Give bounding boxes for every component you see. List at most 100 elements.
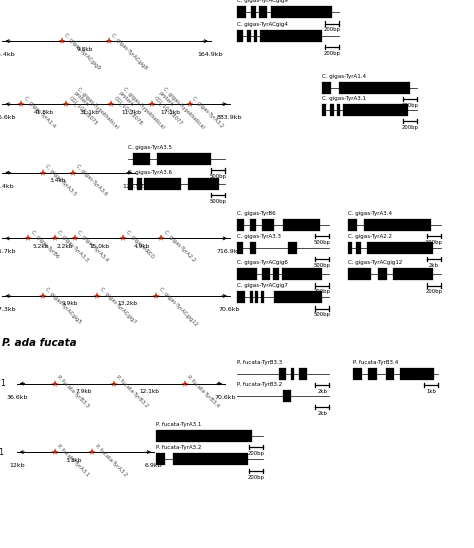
- Text: C. gigas-TyrA1.4: C. gigas-TyrA1.4: [23, 95, 56, 129]
- Bar: [156, 430, 252, 442]
- Text: 2kb: 2kb: [318, 389, 327, 394]
- Bar: [237, 30, 243, 42]
- Text: 500bp: 500bp: [314, 312, 331, 317]
- Bar: [364, 219, 431, 231]
- Text: 883.9kb: 883.9kb: [217, 115, 242, 120]
- Text: 11.7kb: 11.7kb: [122, 110, 142, 115]
- Text: C. gigas-TyrACgig6: C. gigas-TyrACgig6: [237, 260, 288, 265]
- Text: P. ada fucata: P. ada fucata: [2, 338, 77, 348]
- Text: C. gigas-TyrA3.6: C. gigas-TyrA3.6: [128, 170, 172, 175]
- Text: 7.9kb: 7.9kb: [76, 389, 92, 394]
- Bar: [343, 104, 408, 116]
- Text: 2.2kb: 2.2kb: [56, 244, 73, 249]
- Bar: [367, 242, 433, 254]
- Text: 197.3kb: 197.3kb: [0, 307, 16, 312]
- Text: C. gigas-hypothetical
protein
CGI_10028078: C. gigas-hypothetical protein CGI_100280…: [113, 87, 164, 138]
- Bar: [145, 178, 182, 190]
- Bar: [271, 6, 332, 18]
- Text: 500bp: 500bp: [210, 174, 227, 179]
- Text: P. fucata-TyrB3.2: P. fucata-TyrB3.2: [115, 375, 149, 409]
- Bar: [251, 6, 256, 18]
- Text: C. gigas-TyrA3.4: C. gigas-TyrA3.4: [348, 211, 392, 216]
- Text: C. gigas-ARCO: C. gigas-ARCO: [125, 230, 155, 259]
- Text: P. fucata-TyrA3.2: P. fucata-TyrA3.2: [156, 446, 202, 450]
- Bar: [322, 104, 326, 116]
- Text: C. gigas-TyrA3.5: C. gigas-TyrA3.5: [128, 145, 172, 150]
- Bar: [137, 178, 142, 190]
- Bar: [250, 291, 253, 303]
- Text: 6.9kb: 6.9kb: [145, 463, 163, 468]
- Bar: [188, 178, 219, 190]
- Text: 3.3kb: 3.3kb: [65, 458, 82, 463]
- Bar: [339, 82, 410, 94]
- Bar: [393, 268, 432, 280]
- Text: P. fucata-TyrB3.2: P. fucata-TyrB3.2: [237, 382, 282, 387]
- Text: C. gigas-TyrA3.3: C. gigas-TyrA3.3: [237, 234, 281, 239]
- Text: P. fucata-TyrB3.4: P. fucata-TyrB3.4: [353, 360, 398, 365]
- Text: 495.4kb: 495.4kb: [0, 52, 16, 57]
- Text: C. gigas-TyrACgig4: C. gigas-TyrACgig4: [237, 22, 288, 27]
- Text: C. gigas-TyrA3.1: C. gigas-TyrA3.1: [322, 96, 366, 101]
- Text: C. gigas-TyrACgig7: C. gigas-TyrACgig7: [99, 287, 137, 325]
- Bar: [283, 268, 322, 280]
- Text: P. fucata-TyrB3.3: P. fucata-TyrB3.3: [237, 360, 282, 365]
- Bar: [261, 291, 264, 303]
- Text: 13.2kb: 13.2kb: [117, 301, 137, 306]
- Text: C. gigas-TyrACgig7: C. gigas-TyrACgig7: [237, 283, 288, 288]
- Bar: [128, 178, 133, 190]
- Bar: [262, 219, 274, 231]
- Bar: [385, 368, 394, 380]
- Text: 70.6kb: 70.6kb: [214, 395, 236, 399]
- Text: C. gigas-hypothetical
protein
CGI_10028075: C. gigas-hypothetical protein CGI_100280…: [68, 87, 119, 138]
- Bar: [279, 368, 286, 380]
- Text: 9.9kb: 9.9kb: [62, 301, 78, 306]
- Text: C. gigas-TyrACgig5: C. gigas-TyrACgig5: [44, 287, 82, 325]
- Text: 7.1: 7.1: [0, 448, 5, 456]
- Text: C. gigas-TyrA3.3: C. gigas-TyrA3.3: [56, 230, 89, 262]
- Bar: [250, 219, 256, 231]
- Bar: [237, 219, 245, 231]
- Text: 41.8kb: 41.8kb: [34, 110, 54, 115]
- Text: 9.8kb: 9.8kb: [77, 47, 93, 52]
- Text: 500bp: 500bp: [210, 199, 227, 204]
- Bar: [348, 242, 352, 254]
- Bar: [273, 268, 279, 280]
- Bar: [348, 268, 372, 280]
- Bar: [156, 453, 165, 465]
- Text: 200bp: 200bp: [425, 289, 442, 294]
- Bar: [400, 368, 434, 380]
- Text: C. gigas-TyrACgig8: C. gigas-TyrACgig8: [110, 32, 149, 70]
- Bar: [330, 104, 334, 116]
- Text: P. fucata-TyrA3.2: P. fucata-TyrA3.2: [94, 443, 128, 477]
- Text: 5.2kb: 5.2kb: [33, 244, 49, 249]
- Text: 3.4kb: 3.4kb: [50, 178, 66, 183]
- Text: 12.1kb: 12.1kb: [139, 389, 159, 394]
- Bar: [237, 6, 246, 18]
- Text: 70.6kb: 70.6kb: [219, 307, 240, 312]
- Text: 36.4kb: 36.4kb: [0, 184, 14, 189]
- Bar: [255, 291, 258, 303]
- Text: 4.9kb: 4.9kb: [134, 244, 150, 249]
- Bar: [255, 30, 257, 42]
- Text: C. gigas-TyrA3.2: C. gigas-TyrA3.2: [191, 95, 224, 128]
- Text: C. gigas-TyrACgig12: C. gigas-TyrACgig12: [158, 287, 199, 328]
- Text: 12kb: 12kb: [9, 463, 25, 468]
- Text: 200bp: 200bp: [401, 103, 419, 108]
- Bar: [157, 153, 210, 165]
- Bar: [237, 268, 257, 280]
- Bar: [283, 390, 291, 402]
- Bar: [356, 242, 361, 254]
- Text: 200bp: 200bp: [323, 51, 340, 56]
- Text: P. fucata-TyrA3.1: P. fucata-TyrA3.1: [156, 422, 202, 427]
- Text: 500bp: 500bp: [314, 263, 331, 268]
- Bar: [353, 368, 362, 380]
- Text: 200bp: 200bp: [247, 451, 264, 456]
- Text: P. fucata-TyrA3.1: P. fucata-TyrA3.1: [56, 443, 90, 477]
- Bar: [288, 242, 297, 254]
- Text: C. gigas-TyrB6: C. gigas-TyrB6: [30, 230, 60, 259]
- Text: 2kb: 2kb: [318, 411, 327, 416]
- Text: C. gigas-TyrACgig9: C. gigas-TyrACgig9: [237, 0, 288, 3]
- Bar: [299, 368, 307, 380]
- Text: P. fucata-TyrB3.4: P. fucata-TyrB3.4: [186, 375, 220, 409]
- Bar: [291, 368, 294, 380]
